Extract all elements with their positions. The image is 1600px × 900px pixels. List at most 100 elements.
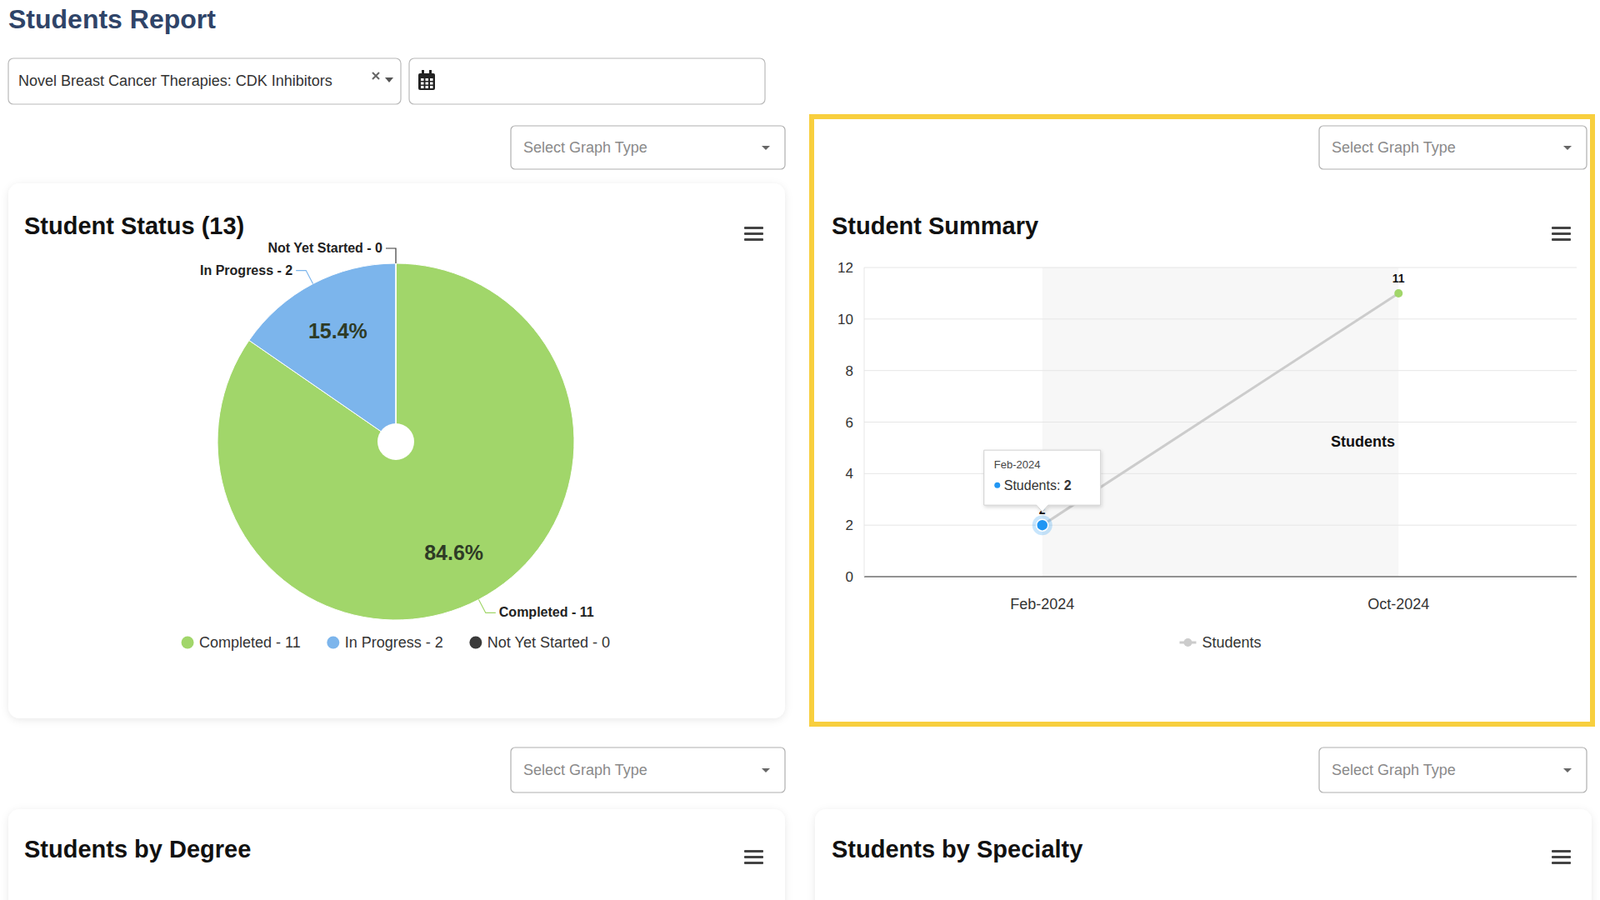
legend-marker bbox=[181, 636, 195, 650]
clear-icon[interactable] bbox=[372, 72, 380, 80]
menu-bar bbox=[744, 861, 764, 865]
y-tick-label: 12 bbox=[837, 260, 854, 276]
data-label: Not Yet Started - 0 bbox=[267, 240, 383, 255]
legend-item[interactable]: Students bbox=[1179, 634, 1261, 651]
grid-line bbox=[864, 525, 1577, 526]
data-point[interactable] bbox=[1394, 289, 1403, 298]
calendar-cell bbox=[420, 85, 425, 89]
select-box bbox=[510, 125, 785, 170]
card bbox=[8, 183, 785, 719]
y-tick-label: 4 bbox=[845, 465, 854, 482]
y-axis-line bbox=[864, 267, 865, 577]
card-title: Students by Degree bbox=[24, 835, 251, 863]
x-tick-label: Feb-2024 bbox=[1010, 595, 1075, 613]
calendar-cell bbox=[425, 78, 430, 81]
data-label: 11 bbox=[1392, 271, 1405, 285]
caret bbox=[1563, 768, 1572, 773]
menu-bar bbox=[744, 238, 764, 241]
select-placeholder: Select Graph Type bbox=[1331, 761, 1456, 779]
menu-button[interactable] bbox=[744, 226, 764, 241]
legend-marker bbox=[326, 636, 340, 650]
grid-line bbox=[864, 370, 1577, 371]
select-box bbox=[1319, 747, 1587, 793]
menu-bar bbox=[1551, 226, 1571, 230]
x-axis-line bbox=[864, 575, 1577, 577]
calendar-cell bbox=[425, 85, 430, 89]
pie-slice bbox=[395, 263, 397, 442]
calendar-cell bbox=[425, 82, 430, 85]
tooltip-body: Students: 2 bbox=[1004, 478, 1072, 493]
graph-type-select[interactable]: Select Graph Type bbox=[510, 125, 785, 170]
tooltip-sep: : bbox=[1056, 478, 1065, 493]
filter-select[interactable]: Novel Breast Cancer Therapies: CDK Inhib… bbox=[8, 58, 401, 105]
card-title: Students by Specialty bbox=[831, 835, 1083, 863]
calendar-icon bbox=[418, 73, 435, 90]
legend-item[interactable]: In Progress - 2 bbox=[326, 634, 444, 651]
legend-item[interactable]: Not Yet Started - 0 bbox=[469, 634, 610, 651]
calendar-cell bbox=[430, 82, 434, 85]
menu-button[interactable] bbox=[744, 850, 764, 865]
tooltip-series: Students bbox=[1004, 478, 1057, 493]
hover-halo bbox=[1032, 515, 1053, 535]
menu-button[interactable] bbox=[1551, 226, 1571, 241]
grid-line bbox=[864, 318, 1577, 320]
menu-bar bbox=[1551, 238, 1571, 241]
tooltip-header: Feb-2024 bbox=[994, 458, 1041, 471]
graph-type-select[interactable]: Select Graph Type bbox=[1319, 125, 1587, 170]
menu-bar bbox=[1551, 855, 1571, 859]
highlight-frame bbox=[811, 116, 1593, 725]
chart-title: Student Summary bbox=[831, 212, 1039, 240]
grid-line bbox=[864, 267, 1577, 269]
calendar-cell bbox=[430, 85, 434, 89]
series-label: Students bbox=[1330, 433, 1395, 450]
caret bbox=[761, 145, 770, 150]
grid-line bbox=[864, 473, 1577, 475]
date-box bbox=[409, 58, 765, 105]
caret bbox=[1563, 145, 1572, 150]
filter-value: Novel Breast Cancer Therapies: CDK Inhib… bbox=[18, 72, 333, 90]
y-tick-label: 6 bbox=[845, 415, 854, 431]
pie-labels: Completed - 11 84.6% In Progress - 2 15.4% N… bbox=[200, 240, 595, 620]
calendar-ring bbox=[421, 70, 425, 75]
menu-bar bbox=[1551, 861, 1571, 865]
graph-type-select[interactable]: Select Graph Type bbox=[510, 747, 785, 793]
legend-label: Not Yet Started - 0 bbox=[487, 634, 610, 651]
select-box bbox=[8, 58, 401, 105]
y-tick-label: 0 bbox=[845, 569, 854, 585]
select-box bbox=[510, 747, 785, 793]
legend-item[interactable]: Completed - 11 bbox=[181, 634, 301, 651]
percent-label: 15.4% bbox=[308, 319, 368, 343]
label-leader bbox=[385, 248, 396, 264]
y-tick-label: 10 bbox=[837, 311, 854, 328]
tooltip: Feb-2024 Students: 2 bbox=[984, 450, 1101, 512]
label-leader bbox=[478, 599, 495, 613]
legend-marker bbox=[1183, 638, 1192, 647]
chart-title: Student Status (13) bbox=[24, 212, 245, 240]
data-label: In Progress - 2 bbox=[200, 263, 293, 278]
menu-bar bbox=[1551, 232, 1571, 235]
menu-button[interactable] bbox=[1551, 850, 1571, 865]
menu-bar bbox=[744, 226, 764, 230]
legend: Completed - 11 In Progress - 2 Not Yet Sta… bbox=[181, 634, 610, 651]
legend: Students bbox=[1179, 634, 1261, 651]
data-label: Completed - 11 bbox=[499, 605, 595, 620]
legend-label: Students bbox=[1201, 634, 1261, 651]
label-leader bbox=[295, 270, 313, 285]
percent-label: 84.6% bbox=[424, 540, 484, 565]
graph-type-select[interactable]: Select Graph Type bbox=[1319, 747, 1587, 793]
menu-bar bbox=[1551, 850, 1571, 853]
menu-bar bbox=[744, 850, 764, 853]
menu-bar bbox=[744, 855, 764, 859]
page: Students Report Novel Breast Cancer Thera… bbox=[0, 0, 1600, 900]
grid-line bbox=[864, 576, 1577, 578]
legend-label: Completed - 11 bbox=[199, 634, 301, 651]
page-title: Students Report bbox=[8, 4, 216, 35]
x-tick-label: Oct-2024 bbox=[1367, 595, 1430, 613]
calendar-cell bbox=[420, 82, 425, 85]
data-point[interactable] bbox=[1036, 519, 1049, 531]
pie bbox=[217, 263, 575, 620]
pie-hole bbox=[377, 423, 415, 460]
grid-line bbox=[864, 421, 1577, 423]
date-input[interactable] bbox=[409, 58, 765, 105]
tooltip-value: 2 bbox=[1064, 478, 1072, 493]
